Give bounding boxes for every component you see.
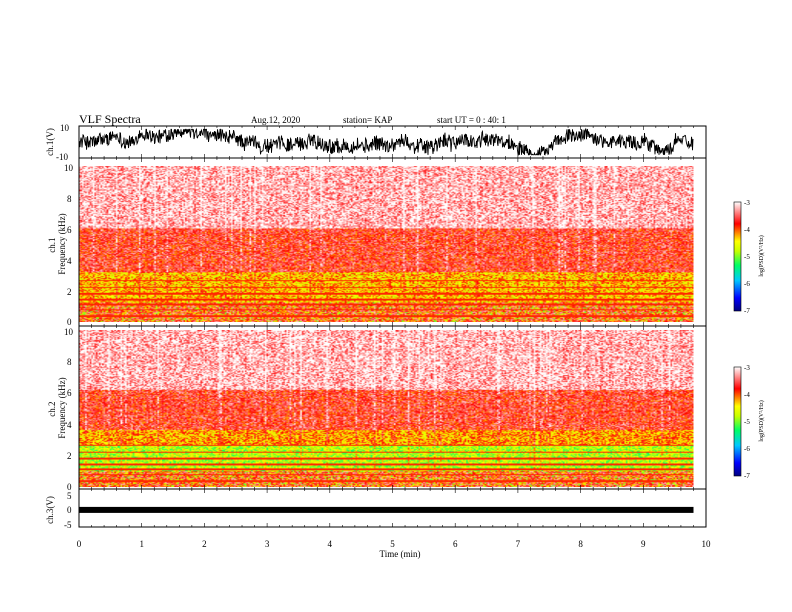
ch1-spec-ytick-2: 2 xyxy=(67,287,72,297)
ch2-spec-ylabel-channel: ch.2 xyxy=(47,402,57,417)
ch1-cbar-tick-3: -3 xyxy=(744,199,750,207)
x-tick-label-3: 3 xyxy=(265,539,270,549)
ch1-spec-ylabel-channel: ch.1 xyxy=(47,238,57,253)
ch2-spec-ytick-6: 6 xyxy=(67,388,72,398)
x-tick-label-10: 10 xyxy=(702,539,712,549)
ch1-spectrogram-image xyxy=(79,166,694,322)
ch3-ylabel: ch.3(V) xyxy=(45,496,55,524)
ch1-spec-ytick-4: 4 xyxy=(67,256,72,266)
x-tick-label-4: 4 xyxy=(328,539,333,549)
ch1-spec-ytick-10: 10 xyxy=(64,163,74,173)
ch2-colorbar: -3 -4 -5 -6 -7 log(PSD)(V²/Hz) xyxy=(733,364,765,480)
x-axis-label: Time (min) xyxy=(380,549,421,559)
ch1-colorbar: -3 -4 -5 -6 -7 log(PSD)(V²/Hz) xyxy=(733,199,765,315)
ch1-waveform-panel: 10 -10 ch.1(V) xyxy=(45,123,707,162)
ch3-ytick-0: 0 xyxy=(67,505,72,515)
ch2-spectrogram-image xyxy=(79,330,694,487)
ch2-spec-ytick-8: 8 xyxy=(67,357,72,367)
ch2-cbar-tick-6: -6 xyxy=(744,445,750,453)
ch3-waveform-panel: 5 0 -5 ch.3(V) xyxy=(45,488,707,530)
ch1-spectrogram-yticks: 0 2 4 6 8 10 xyxy=(64,163,74,327)
x-tick-label-7: 7 xyxy=(516,539,521,549)
axis-ticks xyxy=(78,126,707,527)
ch1-spec-ytick-0: 0 xyxy=(67,317,72,327)
ch2-spec-ytick-4: 4 xyxy=(67,420,72,430)
ch1-ylabel: ch.1(V) xyxy=(45,128,55,156)
ch1-colorbar-label: log(PSD)(V²/Hz) xyxy=(758,235,765,276)
figure-title: VLF Spectra xyxy=(79,112,141,126)
ch2-spectrogram-yticks: 0 2 4 6 8 10 xyxy=(64,327,74,492)
x-tick-label-8: 8 xyxy=(578,539,583,549)
station-label: station= KAP xyxy=(343,115,392,125)
ch1-waveform-line xyxy=(79,127,694,156)
ch1-spec-ylabel-frequency: Frequency (kHz) xyxy=(57,213,67,274)
ch2-cbar-tick-7: -7 xyxy=(744,472,750,480)
x-axis-tick-labels: 0 1 2 3 4 5 6 7 8 9 10 xyxy=(77,539,711,549)
ch1-ytick-bottom: -10 xyxy=(56,152,68,162)
ch2-spec-ylabel-frequency: Frequency (kHz) xyxy=(57,377,67,438)
ch1-ytick-top: 10 xyxy=(60,123,70,133)
ch3-ytick-5: 5 xyxy=(67,491,72,501)
ch2-spec-ytick-2: 2 xyxy=(67,451,72,461)
ch2-cbar-tick-3: -3 xyxy=(744,364,750,372)
ch2-spec-ytick-0: 0 xyxy=(67,482,72,492)
x-tick-label-5: 5 xyxy=(390,539,395,549)
ch2-cbar-tick-4: -4 xyxy=(744,391,750,399)
x-tick-label-9: 9 xyxy=(641,539,646,549)
ch3-waveform-line xyxy=(79,506,694,513)
figure-header: VLF Spectra Aug.12, 2020 station= KAP st… xyxy=(79,112,506,126)
start-time-label: start UT = 0 : 40: 1 xyxy=(437,115,506,125)
ch3-ytick-minus5: -5 xyxy=(64,520,72,530)
ch1-cbar-tick-7: -7 xyxy=(744,307,750,315)
ch2-spec-ylabel: ch.2 Frequency (kHz) xyxy=(47,377,67,438)
date-label: Aug.12, 2020 xyxy=(251,115,301,125)
ch2-colorbar-gradient xyxy=(733,366,742,477)
x-tick-label-0: 0 xyxy=(77,539,82,549)
x-tick-label-2: 2 xyxy=(202,539,207,549)
ch2-spectrogram-panel: 0 2 4 6 8 10 ch.2 Frequency (kHz) xyxy=(47,325,707,492)
ch1-spec-ytick-6: 6 xyxy=(67,225,72,235)
ch1-colorbar-gradient xyxy=(733,201,742,312)
ch1-cbar-tick-6: -6 xyxy=(744,280,750,288)
ch2-spec-ytick-10: 10 xyxy=(64,327,74,337)
x-tick-label-1: 1 xyxy=(139,539,144,549)
x-tick-label-6: 6 xyxy=(453,539,458,549)
ch2-cbar-tick-5: -5 xyxy=(744,418,750,426)
ch1-spectrogram-panel: 0 2 4 6 8 10 ch.1 Frequency (kHz) xyxy=(47,157,707,327)
ch1-cbar-tick-5: -5 xyxy=(744,253,750,261)
ch1-spec-ylabel: ch.1 Frequency (kHz) xyxy=(47,213,67,274)
ch1-cbar-tick-4: -4 xyxy=(744,226,750,234)
ch2-colorbar-label: log(PSD)(V²/Hz) xyxy=(758,400,765,441)
ch1-spec-ytick-8: 8 xyxy=(67,194,72,204)
